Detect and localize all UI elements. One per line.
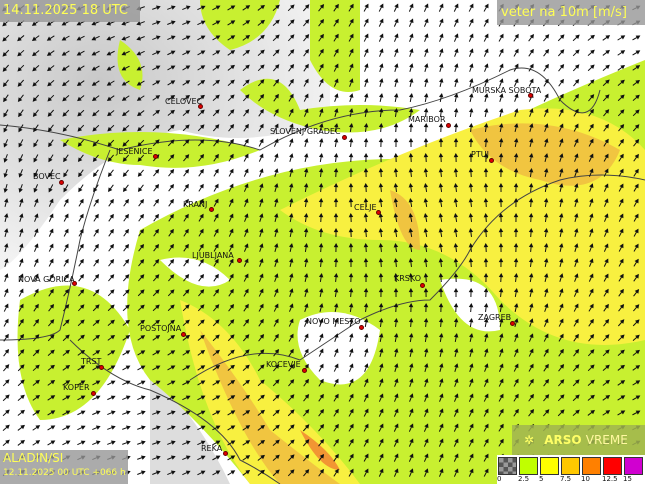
city-label: POSTOJNA	[140, 324, 182, 333]
legend-swatch	[540, 457, 559, 475]
city-marker	[359, 325, 364, 330]
city-label: CELOVEC	[165, 97, 203, 106]
model-info: ALADIN/SI 12.11.2025 00 UTC +066 h	[0, 450, 128, 484]
city-marker	[342, 135, 347, 140]
legend-label: 5	[539, 475, 544, 483]
city-marker	[99, 365, 104, 370]
city-label: CELJE	[354, 203, 377, 212]
logo-brand: ARSO	[544, 433, 582, 447]
parameter-label: veter na 10m [m/s]	[497, 0, 645, 25]
city-marker	[528, 93, 533, 98]
city-label: NOVA GORICA	[18, 275, 75, 284]
city-marker	[59, 180, 64, 185]
city-marker	[302, 368, 307, 373]
city-label: NOVO MESTO	[306, 317, 361, 326]
city-marker	[446, 123, 451, 128]
legend-swatch	[603, 457, 622, 475]
legend-swatch	[519, 457, 538, 475]
city-marker	[223, 451, 228, 456]
legend-swatch	[582, 457, 601, 475]
city-label: JESENICE	[116, 147, 153, 156]
city-marker	[420, 283, 425, 288]
legend-label: 12.5	[602, 475, 618, 483]
city-marker	[91, 391, 96, 396]
city-label: LJUBLJANA	[192, 251, 234, 260]
city-label: PTUJ	[471, 150, 489, 159]
model-name: ALADIN/SI	[3, 451, 64, 465]
city-marker	[181, 332, 186, 337]
city-marker	[376, 210, 381, 215]
city-marker	[489, 158, 494, 163]
city-label: BOVEC	[33, 172, 61, 181]
model-run: 12.11.2025 00 UTC +066 h	[3, 468, 126, 478]
city-label: MARIBOR	[408, 115, 446, 124]
legend-label: 15	[623, 475, 632, 483]
legend-label: 10	[581, 475, 590, 483]
legend-swatch	[561, 457, 580, 475]
city-marker	[510, 321, 515, 326]
city-label: KRANJ	[183, 200, 208, 209]
arso-logo: ✲ ARSO VREME	[512, 425, 645, 455]
city-label: KRSKO	[394, 274, 421, 283]
city-label: MURSKA SOBOTA	[472, 86, 542, 95]
city-label: SLOVENJ GRADEC	[270, 127, 341, 136]
city-marker	[72, 281, 77, 286]
logo-product: VREME	[585, 433, 628, 447]
legend-label: 2.5	[518, 475, 530, 483]
city-marker	[209, 207, 214, 212]
city-label: REKA	[201, 444, 223, 453]
wind-speed-orange	[200, 123, 620, 484]
city-marker	[237, 258, 242, 263]
legend-swatch	[498, 457, 517, 475]
legend-label: 7.5	[560, 475, 572, 483]
forecast-timestamp: 14.11.2025 18 UTC	[0, 0, 140, 22]
city-label: ZAGREB	[478, 313, 512, 322]
city-label: KOCEVJE	[266, 360, 301, 369]
legend-label: 0	[497, 475, 502, 483]
legend-swatch	[624, 457, 643, 475]
city-label: TRST	[81, 357, 102, 366]
city-marker	[198, 104, 203, 109]
color-legend: 0 2.5 5 7.5 10 12.5 15	[497, 455, 645, 484]
city-marker	[153, 154, 158, 159]
arso-logo-icon: ✲	[523, 433, 535, 447]
city-label: KOPER	[63, 383, 90, 392]
